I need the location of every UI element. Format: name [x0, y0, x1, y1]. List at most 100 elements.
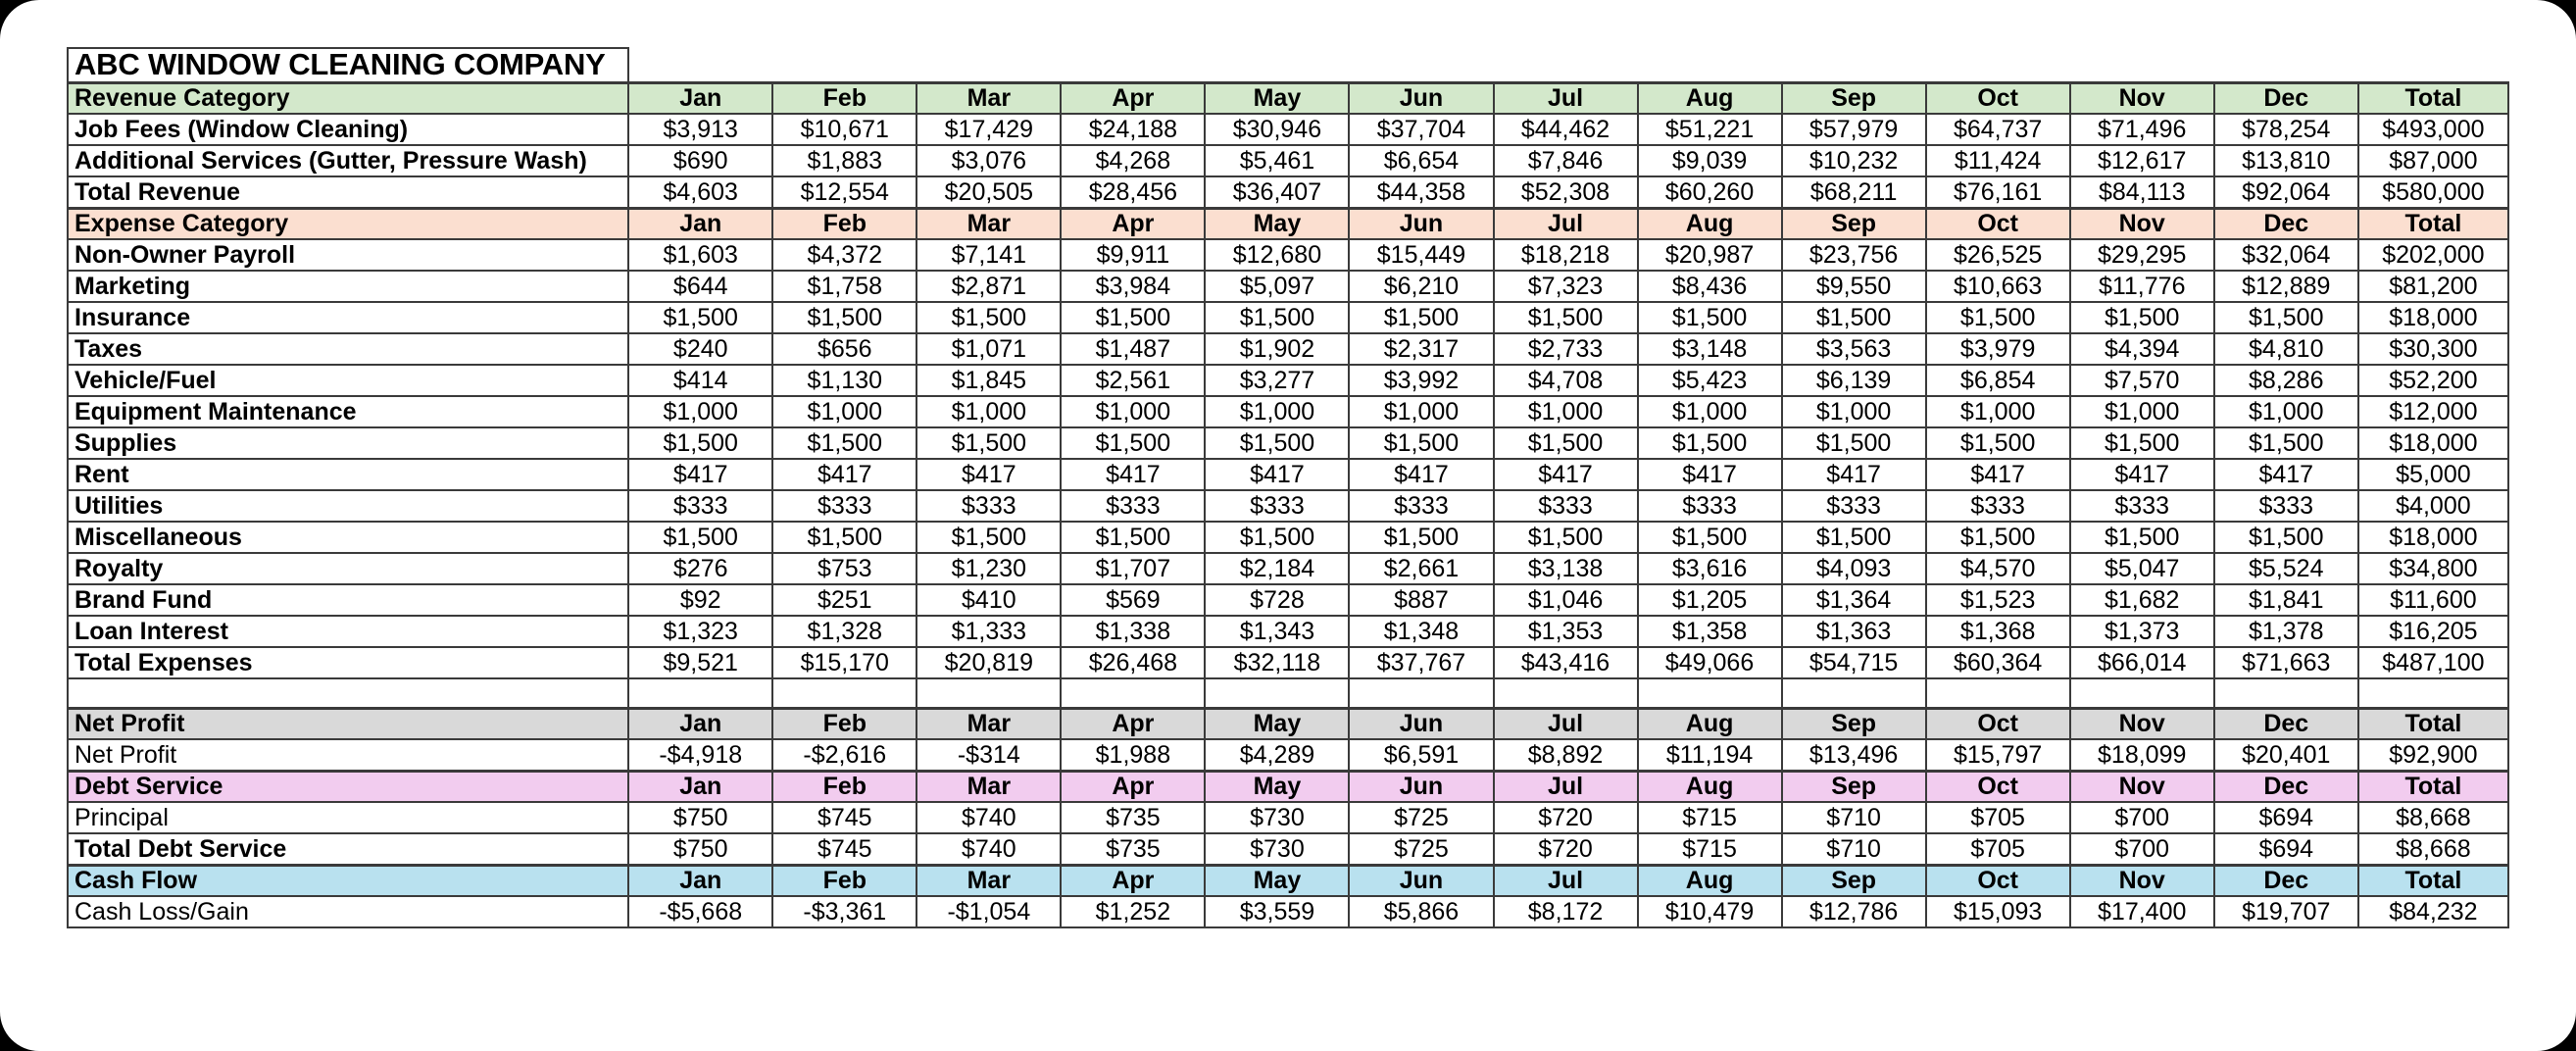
- cell-may: $4,289: [1204, 738, 1351, 773]
- cell-dec: $333: [2212, 489, 2359, 524]
- cell-apr: $26,468: [1060, 646, 1207, 680]
- cell-jun: $1,500: [1348, 521, 1495, 555]
- cell-total: $5,000: [2356, 458, 2510, 492]
- cell-apr: $417: [1060, 458, 1207, 492]
- cell-oct: $26,525: [1924, 238, 2071, 273]
- cell-mar: $1,071: [916, 332, 1063, 367]
- cell-total: $34,800: [2356, 552, 2510, 586]
- cell-dec: $19,707: [2212, 895, 2359, 929]
- table-row: Brand Fund $92 $251 $410 $569 $728 $887 $1,046 $…: [66, 583, 2510, 618]
- cell-apr: $4,268: [1060, 144, 1207, 178]
- column-header-feb: Feb: [771, 706, 918, 741]
- cell-aug: $9,039: [1636, 144, 1783, 178]
- financial-projection-table: ABC WINDOW CLEANING COMPANY Revenue Categ…: [66, 46, 2510, 929]
- cell-may: $5,097: [1204, 270, 1351, 304]
- cell-jan: $1,000: [627, 395, 774, 429]
- row-label: Loan Interest: [66, 615, 630, 649]
- cell-sep: $23,756: [1780, 238, 1927, 273]
- cell-mar: $3,076: [916, 144, 1063, 178]
- cell-nov: $7,570: [2068, 364, 2215, 398]
- section-header-debt_service: Debt Service: [66, 769, 630, 804]
- cell-mar: $1,333: [916, 615, 1063, 649]
- spacer-cell: [1636, 677, 1783, 710]
- cell-dec: $32,064: [2212, 238, 2359, 273]
- column-header-oct: Oct: [1924, 769, 2071, 804]
- column-header-aug: Aug: [1636, 863, 1783, 898]
- cell-apr: $1,500: [1060, 426, 1207, 461]
- table-row: Total Expenses $9,521 $15,170 $20,819 $26,46…: [66, 646, 2510, 680]
- cell-feb: $1,000: [771, 395, 918, 429]
- column-header-nov: Nov: [2068, 706, 2215, 741]
- title-spacer-cell: [1493, 48, 1638, 83]
- cell-nov: $1,500: [2068, 301, 2215, 335]
- cell-feb: $417: [771, 458, 918, 492]
- cell-oct: $1,000: [1924, 395, 2071, 429]
- cell-jul: $3,138: [1492, 552, 1639, 586]
- cell-sep: $1,500: [1780, 521, 1927, 555]
- cell-aug: $333: [1636, 489, 1783, 524]
- cell-jun: $37,704: [1348, 113, 1495, 147]
- cell-oct: $1,500: [1924, 426, 2071, 461]
- cell-jan: $750: [627, 832, 774, 867]
- column-header-aug: Aug: [1636, 769, 1783, 804]
- column-header-may: May: [1204, 206, 1351, 241]
- cell-jun: $2,661: [1348, 552, 1495, 586]
- row-label: Rent: [66, 458, 630, 492]
- cell-jun: $1,000: [1348, 395, 1495, 429]
- row-label: Non-Owner Payroll: [66, 238, 630, 273]
- cell-jan: $690: [627, 144, 774, 178]
- cell-feb: $12,554: [771, 175, 918, 210]
- cell-apr: $1,338: [1060, 615, 1207, 649]
- cell-may: $32,118: [1204, 646, 1351, 680]
- cell-oct: $15,093: [1924, 895, 2071, 929]
- row-label: Additional Services (Gutter, Pressure Wa…: [66, 144, 630, 178]
- cell-jan: $3,913: [627, 113, 774, 147]
- title-spacer-cell: [2213, 48, 2358, 83]
- cell-feb: $1,328: [771, 615, 918, 649]
- cell-feb: $333: [771, 489, 918, 524]
- spacer-cell: [1348, 677, 1495, 710]
- cell-sep: $54,715: [1780, 646, 1927, 680]
- column-header-total: Total: [2356, 80, 2510, 116]
- column-header-oct: Oct: [1924, 80, 2071, 116]
- column-header-total: Total: [2356, 863, 2510, 898]
- column-header-nov: Nov: [2068, 206, 2215, 241]
- table-row: Miscellaneous $1,500 $1,500 $1,500 $1,500 $1,…: [66, 521, 2510, 555]
- table-row: Utilities $333 $333 $333 $333 $333 $333 $333 $33…: [66, 489, 2510, 524]
- cell-apr: $333: [1060, 489, 1207, 524]
- cell-nov: $29,295: [2068, 238, 2215, 273]
- cell-nov: $12,617: [2068, 144, 2215, 178]
- cell-nov: $17,400: [2068, 895, 2215, 929]
- cell-mar: $333: [916, 489, 1063, 524]
- row-label: Equipment Maintenance: [66, 395, 630, 429]
- cell-dec: $694: [2212, 801, 2359, 835]
- cell-jan: $92: [627, 583, 774, 618]
- cell-dec: $1,500: [2212, 301, 2359, 335]
- column-header-mar: Mar: [916, 769, 1063, 804]
- spacer-cell: [2356, 677, 2510, 710]
- cell-total: $11,600: [2356, 583, 2510, 618]
- table-row: Job Fees (Window Cleaning) $3,913 $10,671 $…: [66, 113, 2510, 147]
- cell-oct: $60,364: [1924, 646, 2071, 680]
- cell-jan: $1,500: [627, 521, 774, 555]
- cell-feb: -$2,616: [771, 738, 918, 773]
- cell-mar: $740: [916, 801, 1063, 835]
- spreadsheet-area: ABC WINDOW CLEANING COMPANY Revenue Categ…: [66, 46, 2510, 998]
- cell-aug: $10,479: [1636, 895, 1783, 929]
- cell-apr: $1,252: [1060, 895, 1207, 929]
- column-header-may: May: [1204, 706, 1351, 741]
- column-header-jan: Jan: [627, 863, 774, 898]
- column-header-apr: Apr: [1060, 769, 1207, 804]
- cell-oct: $6,854: [1924, 364, 2071, 398]
- cell-aug: $715: [1636, 832, 1783, 867]
- row-label: Cash Loss/Gain: [66, 895, 630, 929]
- cell-jan: $1,603: [627, 238, 774, 273]
- cell-jul: $1,353: [1492, 615, 1639, 649]
- cell-aug: $417: [1636, 458, 1783, 492]
- cell-aug: $1,500: [1636, 301, 1783, 335]
- cell-may: $30,946: [1204, 113, 1351, 147]
- row-label: Principal: [66, 801, 630, 835]
- cell-jan: $417: [627, 458, 774, 492]
- cell-sep: $710: [1780, 801, 1927, 835]
- table-row: Non-Owner Payroll $1,603 $4,372 $7,141 $9,91…: [66, 238, 2510, 273]
